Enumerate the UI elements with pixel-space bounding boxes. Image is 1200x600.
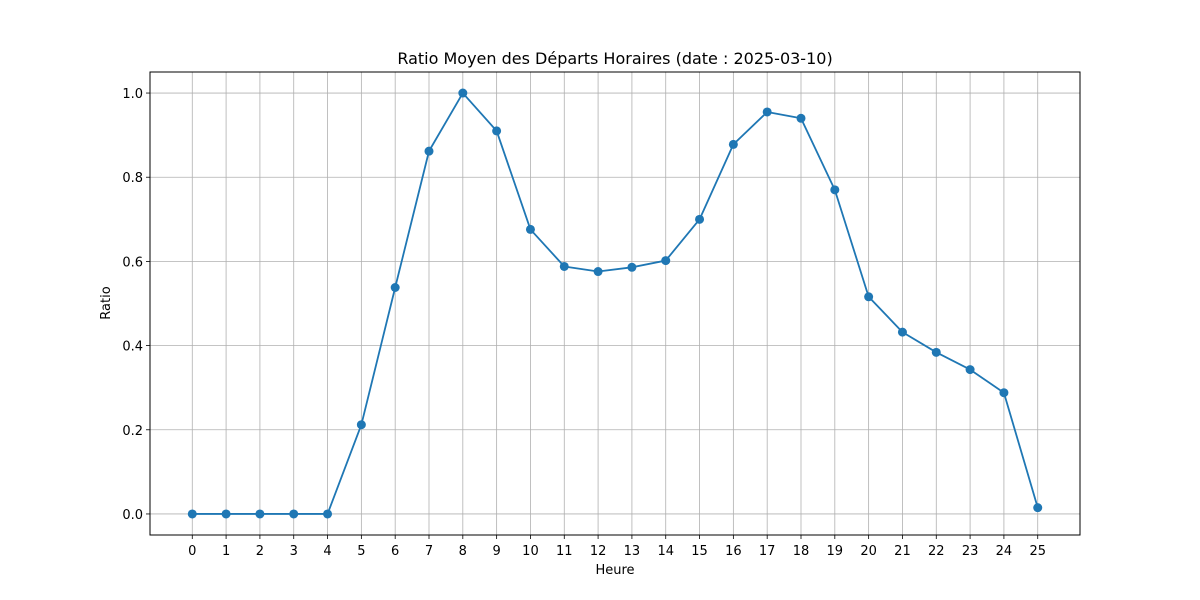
- x-tick-label: 21: [894, 544, 911, 559]
- y-tick-label: 0.2: [122, 424, 143, 439]
- x-tick-label: 5: [357, 544, 365, 559]
- x-tick-label: 9: [492, 544, 500, 559]
- chart-title: Ratio Moyen des Départs Horaires (date :…: [397, 49, 832, 68]
- x-tick-label: 0: [188, 544, 196, 559]
- data-point: [525, 224, 535, 234]
- x-tick-label: 3: [290, 544, 298, 559]
- data-point: [221, 509, 231, 519]
- data-point: [762, 107, 772, 117]
- x-tick-label: 22: [928, 544, 945, 559]
- y-tick-label: 0.0: [122, 508, 143, 523]
- data-point: [661, 256, 671, 266]
- x-axis-ticks: 0 1 2 3 4 5 6 7 8 9 10 11 12 13 14 15 16 17 18 19 20 21 22 23 24…: [188, 535, 1046, 559]
- y-tick-label: 0.8: [122, 171, 143, 186]
- y-axis-ticks: 0.0 0.2 0.4 0.6 0.8 1.0: [122, 87, 150, 523]
- y-tick-label: 1.0: [122, 87, 143, 102]
- x-axis-label: Heure: [595, 563, 634, 578]
- series-markers: [187, 88, 1043, 519]
- x-tick-label: 12: [590, 544, 607, 559]
- data-point: [999, 388, 1009, 398]
- x-tick-label: 1: [222, 544, 230, 559]
- series-line: [192, 92, 1039, 515]
- series-line-layer: [192, 92, 1039, 515]
- data-point: [424, 146, 434, 156]
- x-tick-label: 20: [860, 544, 877, 559]
- data-point: [1033, 503, 1043, 513]
- x-tick-label: 13: [624, 544, 641, 559]
- data-point: [492, 126, 502, 136]
- x-tick-label: 2: [256, 544, 264, 559]
- y-axis-label: Ratio: [99, 286, 114, 319]
- data-point: [289, 509, 299, 519]
- data-point: [390, 283, 400, 293]
- plot-area-frame: [149, 71, 1081, 536]
- data-point: [796, 113, 806, 123]
- x-tick-label: 16: [725, 544, 742, 559]
- x-tick-label: 19: [827, 544, 844, 559]
- x-tick-label: 6: [391, 544, 399, 559]
- x-tick-label: 24: [996, 544, 1013, 559]
- x-tick-label: 25: [1029, 544, 1046, 559]
- data-point: [830, 185, 840, 195]
- data-point: [728, 139, 738, 149]
- data-point: [864, 292, 874, 302]
- x-tick-label: 18: [793, 544, 810, 559]
- data-point: [897, 327, 907, 337]
- x-tick-label: 8: [459, 544, 467, 559]
- x-tick-label: 23: [962, 544, 979, 559]
- data-point: [323, 509, 333, 519]
- data-point: [931, 347, 941, 357]
- data-point: [593, 267, 603, 277]
- grid-lines: [150, 72, 1080, 535]
- data-point: [187, 509, 197, 519]
- data-point: [965, 365, 975, 375]
- x-tick-label: 17: [759, 544, 776, 559]
- data-point: [695, 214, 705, 224]
- x-tick-label: 11: [556, 544, 573, 559]
- data-point: [559, 261, 569, 271]
- x-tick-label: 14: [657, 544, 674, 559]
- data-point: [458, 88, 468, 98]
- x-tick-label: 10: [522, 544, 539, 559]
- data-point: [627, 262, 637, 272]
- y-tick-label: 0.4: [122, 340, 143, 355]
- x-tick-label: 7: [425, 544, 433, 559]
- x-tick-label: 15: [691, 544, 708, 559]
- data-point: [356, 420, 366, 430]
- data-point: [255, 509, 265, 519]
- y-tick-label: 0.6: [122, 255, 143, 270]
- x-tick-label: 4: [323, 544, 331, 559]
